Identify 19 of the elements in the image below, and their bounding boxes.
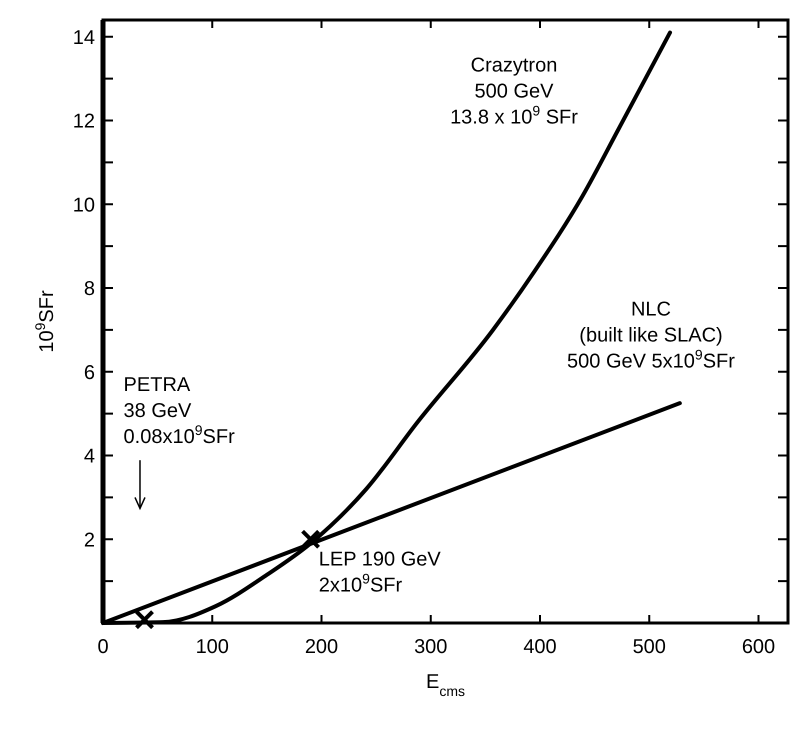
y-tick-label: 8 xyxy=(84,278,95,300)
y-tick-label: 12 xyxy=(72,110,95,132)
y-tick-label: 14 xyxy=(72,26,95,49)
x-tick-label: 300 xyxy=(414,636,448,658)
y-tick-label: 10 xyxy=(72,194,95,216)
x-tick-label: 500 xyxy=(632,636,666,658)
y-tick-label: 2 xyxy=(84,529,95,552)
x-tick-label: 0 xyxy=(97,636,109,658)
x-tick-label: 600 xyxy=(742,636,776,658)
x-tick-label: 400 xyxy=(523,636,557,658)
annotation: NLC (built like SLAC) 500 GeV 5x10$^{9}$SFr xyxy=(567,298,736,372)
y-tick-label: 6 xyxy=(84,362,95,384)
x-axis-title: E$_{cms}$ xyxy=(426,671,466,699)
x-tick-label: 100 xyxy=(196,636,229,658)
annotation: Crazytron 500 GeV 13.8 x 10$^{9}$ SFr xyxy=(450,54,578,128)
x-tick-label: 200 xyxy=(304,636,338,658)
y-tick-label: 4 xyxy=(84,446,95,468)
annotation: LEP 190 GeV 2x10$^{9}$SFr xyxy=(318,548,442,597)
annotation: PETRA 38 GeV 0.08x10$^{9}$SFr xyxy=(124,374,236,448)
